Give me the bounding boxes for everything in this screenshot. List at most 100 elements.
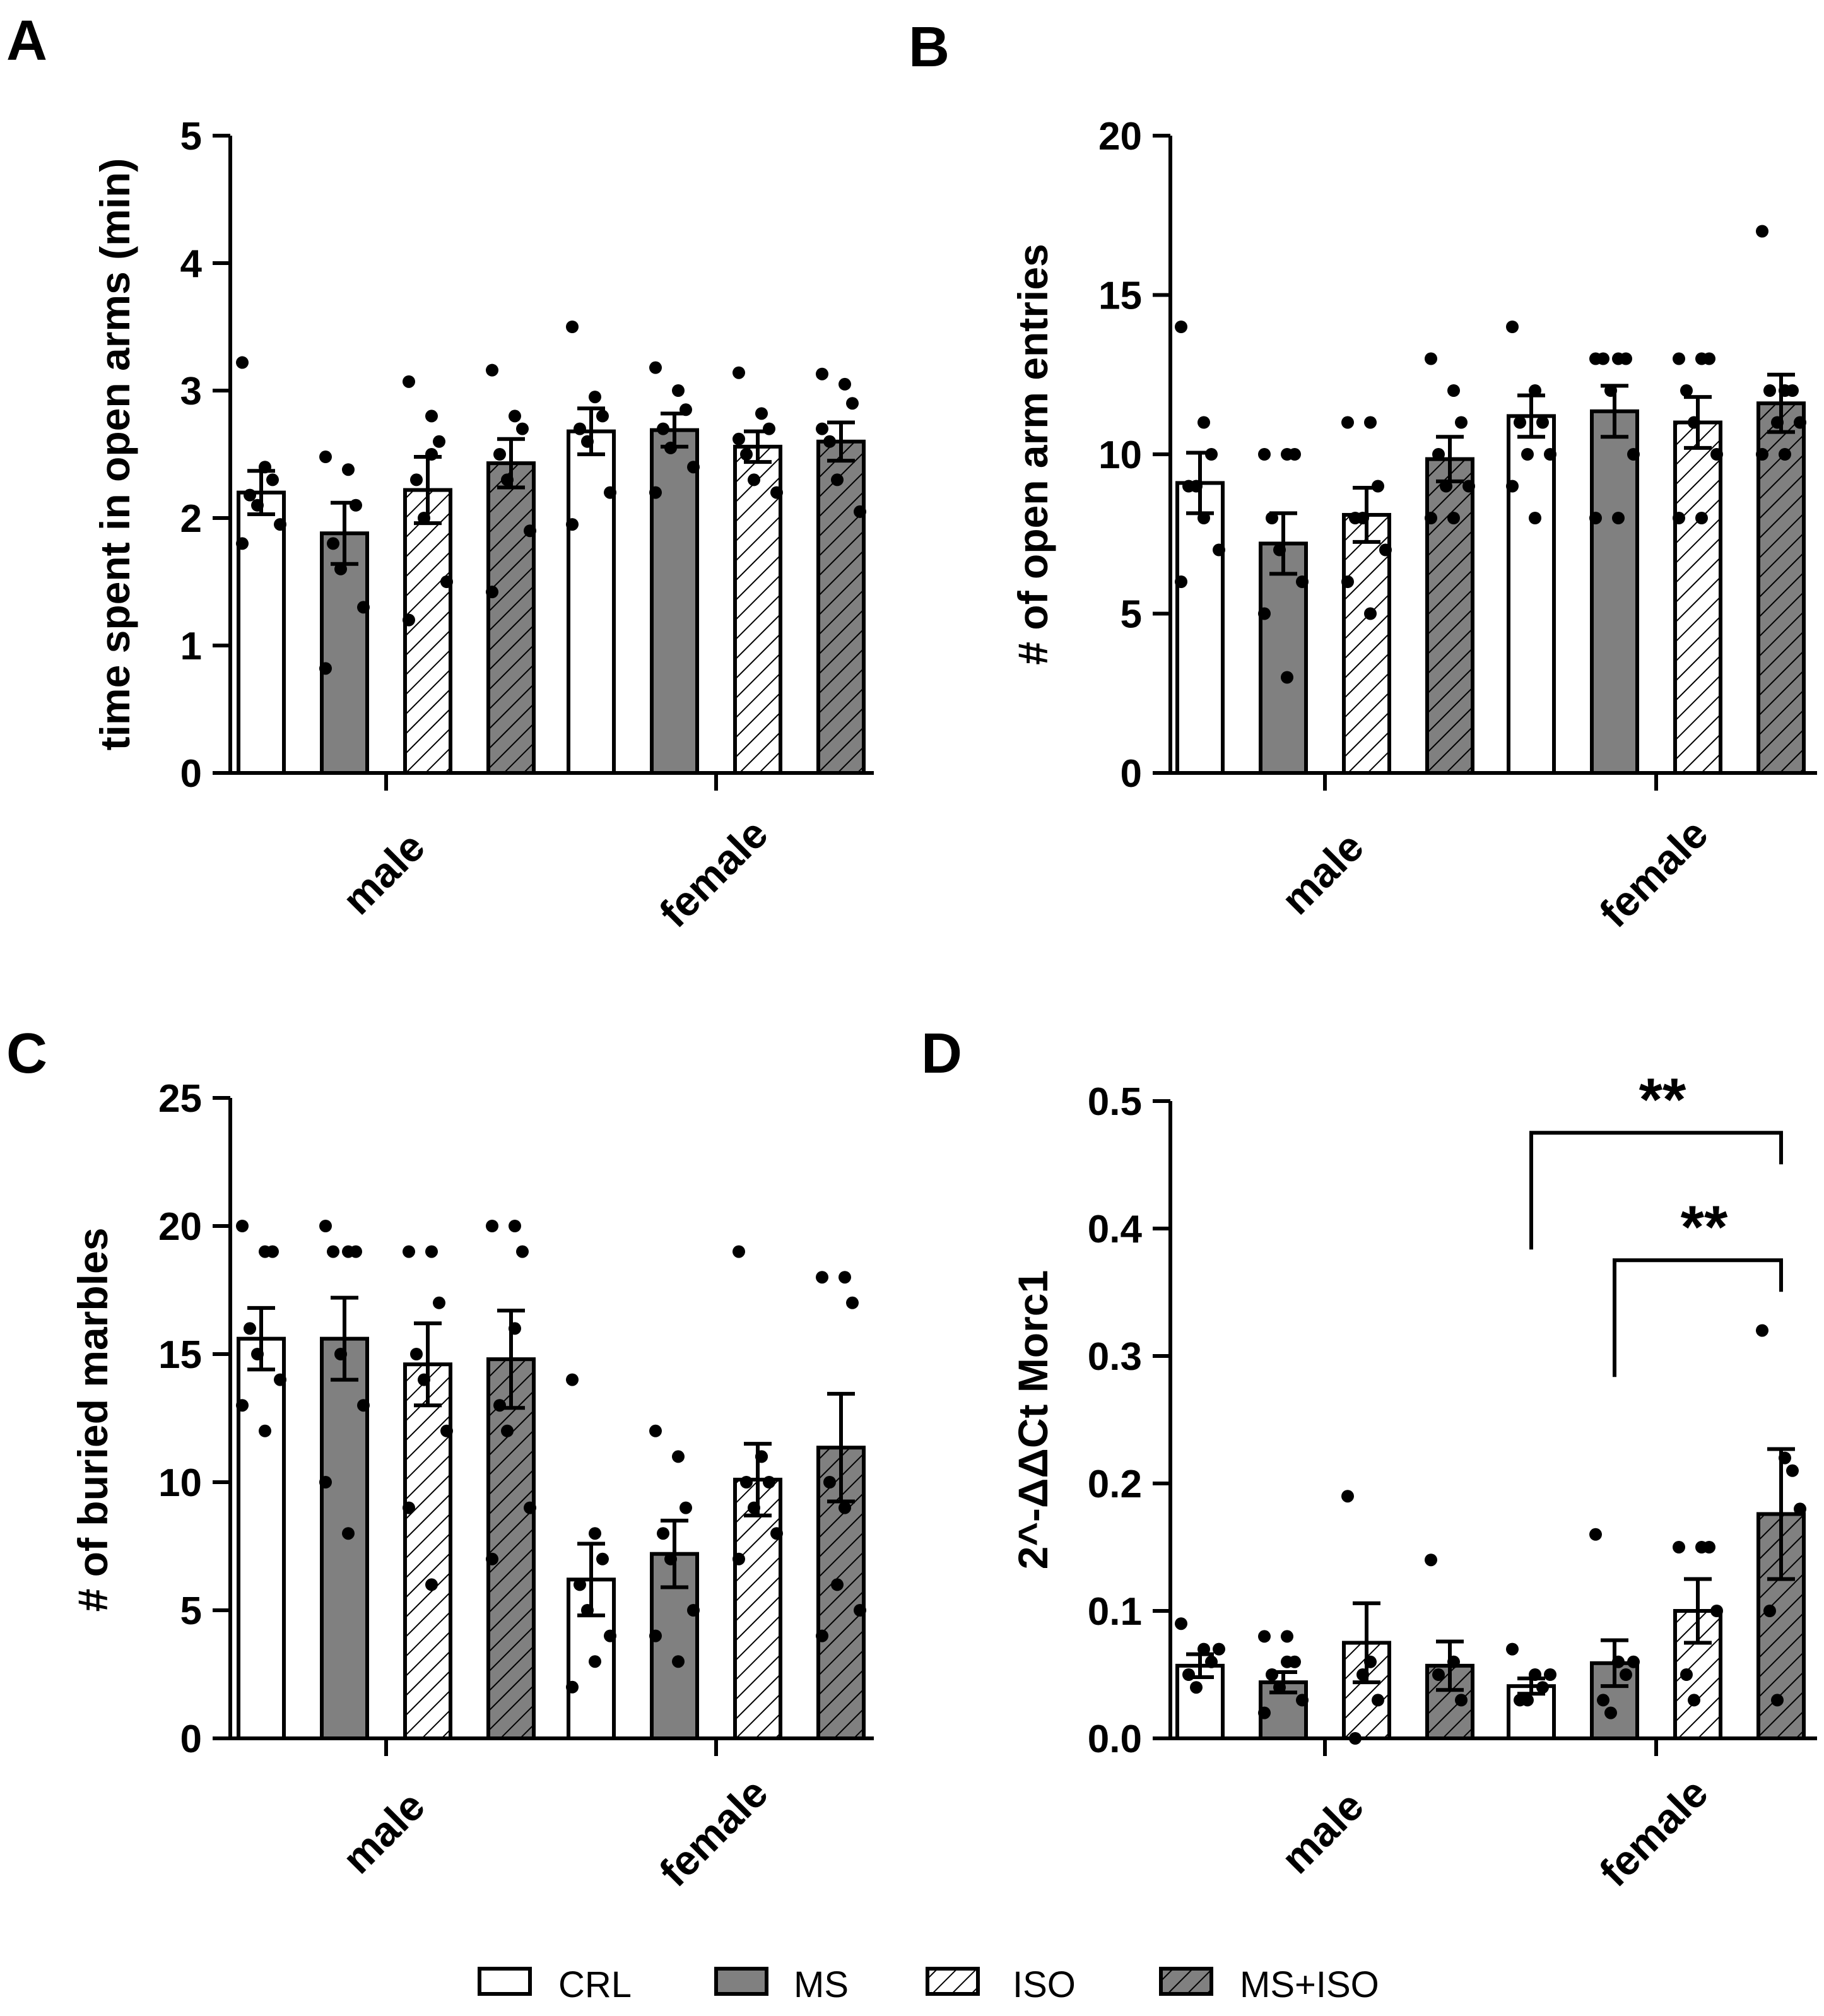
panel-d-data-point [1356, 1668, 1369, 1681]
panel-c-data-point [509, 1322, 521, 1335]
panel-a-data-point [509, 410, 521, 423]
panel-c-data-point [816, 1271, 828, 1284]
panel-a-data-point [244, 488, 256, 502]
panel-a-data-point [816, 422, 828, 435]
panel-a-data-point [566, 321, 579, 333]
panel-d-y-tick-label: 0.3 [1088, 1335, 1142, 1379]
panel-b-data-point [1288, 448, 1301, 461]
panel-c-data-point [581, 1604, 594, 1617]
legend-swatch-ms [714, 1967, 768, 1996]
panel-b-data-point [1175, 575, 1187, 588]
panel-b-data-point [1296, 575, 1309, 588]
panel-d-y-axis-title: 2^-ΔΔCt Morc1 [1009, 1270, 1056, 1569]
panel-c-data-point [418, 1373, 430, 1386]
panel-c-y-tick-label: 25 [158, 1077, 202, 1121]
panel-d-data-point [1372, 1694, 1384, 1707]
panel-c-data-point [838, 1501, 851, 1514]
panel-c-data-point [733, 1552, 745, 1565]
panel-c-data-point [740, 1476, 753, 1488]
panel-b-data-point [1620, 352, 1632, 365]
panel-c-data-point [566, 1373, 579, 1386]
panel-a-data-point [733, 432, 745, 445]
panel-d-data-point [1281, 1630, 1293, 1643]
panel-a-data-point [770, 486, 783, 499]
panel-a-data-point [334, 562, 347, 575]
panel-b-data-point [1604, 384, 1617, 397]
panel-b-y-tick-label: 5 [1121, 593, 1142, 637]
panel-c-bar-crl-male [237, 1336, 286, 1740]
panel-c-data-point [854, 1604, 866, 1617]
panel-label-c: C [6, 1022, 47, 1085]
panel-c-bar-iso-female [733, 1477, 782, 1740]
panel-b-data-point [1536, 416, 1549, 429]
panel-b-data-point [1273, 543, 1286, 557]
panel-b-bar-iso-male [1342, 512, 1391, 775]
panel-c-data-point [770, 1527, 783, 1540]
panel-a-bar-ms-iso-female [816, 439, 866, 775]
panel-c-y-tick-label: 0 [180, 1718, 202, 1761]
panel-b-data-point [1213, 543, 1225, 557]
panel-b-data-point [1447, 384, 1460, 397]
panel-a-data-point [831, 473, 844, 486]
panel-b-bar-crl-female [1507, 414, 1556, 775]
panel-a-data-point [319, 662, 332, 675]
panel-a-data-point [581, 435, 594, 448]
panel-b-data-point [1175, 321, 1187, 333]
panel-d-data-point [1597, 1694, 1609, 1707]
panel-c-data-point [403, 1245, 415, 1258]
panel-a-data-point [816, 367, 828, 380]
panel-b-data-point [1281, 671, 1293, 684]
panel-d-data-point [1529, 1668, 1541, 1681]
panel-c-data-point [274, 1373, 286, 1386]
panel-d-y-tick-label: 0.2 [1088, 1463, 1142, 1506]
panel-b-data-point [1372, 480, 1384, 493]
panel-a-data-point [357, 601, 370, 614]
panel-c-data-point [574, 1578, 586, 1591]
panel-d-data-point [1182, 1668, 1195, 1681]
panel-b-data-point [1544, 448, 1556, 461]
panel-b-data-point [1529, 384, 1541, 397]
panel-a-data-point [501, 473, 514, 486]
panel-b-data-point [1673, 512, 1685, 524]
panel-c-data-point [425, 1578, 438, 1591]
panel-a-data-point [740, 448, 753, 461]
panel-b-data-point [1763, 384, 1776, 397]
panel-b-data-point [1673, 352, 1685, 365]
panel-c-data-point [838, 1271, 851, 1284]
legend-swatch-crl [478, 1967, 532, 1996]
panel-c-data-point [244, 1322, 256, 1335]
panel-b-data-point [1379, 543, 1392, 557]
panel-c-x-tick-label-female: female [650, 1769, 777, 1895]
panel-a-data-point [425, 410, 438, 423]
panel-d-chart: 0.0 0.1 0.2 0.3 0.4 0.5 2^-ΔΔCt Morc1 male femal… [1009, 1066, 1817, 1895]
panel-d-x-tick-label-female: female [1591, 1769, 1717, 1895]
panel-a-y-tick-label: 1 [180, 625, 202, 668]
panel-a-bar-iso-male [403, 488, 452, 775]
panel-d-significance-bracket [1529, 1131, 1783, 1250]
panel-b-bar-iso-female [1673, 420, 1722, 775]
panel-b-y-axis-title: # of open arm entries [1009, 244, 1056, 665]
panel-a-data-point [596, 410, 609, 423]
panel-b-data-point [1688, 416, 1700, 429]
panel-c-y-axis-title: # of buried marbles [69, 1228, 116, 1612]
panel-a-data-point [236, 537, 249, 550]
panel-c-data-point [589, 1527, 601, 1540]
panel-c-data-point [846, 1296, 859, 1309]
panel-c-data-point [755, 1450, 768, 1463]
panel-a-y-tick-label: 4 [180, 242, 203, 286]
panel-b-bar-ms-female [1590, 409, 1639, 775]
panel-b-data-point [1506, 321, 1519, 333]
panel-a-data-point [274, 518, 286, 531]
panel-d-data-point [1756, 1324, 1768, 1337]
panel-a-bar-iso-female [733, 444, 782, 775]
panel-c-data-point [433, 1296, 445, 1309]
panel-d-significance-stars: ** [1639, 1066, 1686, 1133]
panel-a-data-point [425, 448, 438, 461]
panel-b-data-point [1356, 512, 1369, 524]
panel-a-data-point [649, 361, 662, 374]
panel-c-y-tick-label: 10 [158, 1461, 202, 1505]
panel-b-data-point [1779, 448, 1791, 461]
panel-a-data-point [403, 613, 415, 627]
panel-b-y-tick-label: 20 [1098, 115, 1142, 158]
panel-b-y-tick-label: 10 [1098, 433, 1142, 477]
